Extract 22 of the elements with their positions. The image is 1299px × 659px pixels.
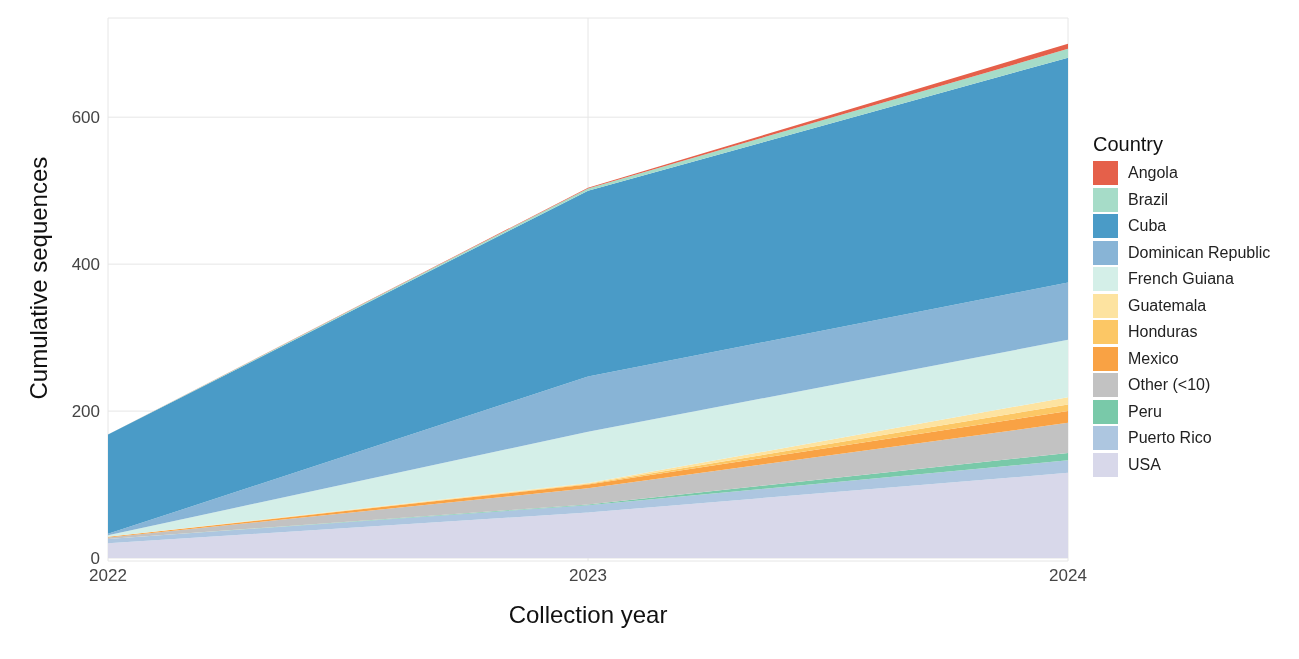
- y-tick-label: 400: [71, 255, 100, 275]
- legend-label: Brazil: [1128, 190, 1169, 209]
- legend-label: Peru: [1128, 402, 1162, 421]
- legend-label: Mexico: [1128, 349, 1179, 368]
- legend-label: Angola: [1128, 164, 1178, 183]
- legend-title: Country: [1093, 133, 1165, 156]
- legend-label: Puerto Rico: [1128, 429, 1212, 448]
- x-tick-label: 2023: [569, 566, 607, 586]
- y-tick-label: 600: [71, 108, 100, 128]
- legend-label: Cuba: [1128, 217, 1167, 236]
- y-tick-label: 0: [90, 549, 100, 569]
- legend-label: Other (<10): [1128, 376, 1211, 395]
- x-axis-title: Collection year: [508, 601, 668, 628]
- legend-label: Honduras: [1128, 323, 1198, 342]
- x-tick-label: 2022: [89, 566, 127, 586]
- legend-label: Guatemala: [1128, 296, 1207, 315]
- legend-label: USA: [1128, 455, 1161, 474]
- y-axis-title: Cumulative sequences: [24, 156, 52, 400]
- y-tick-label: 200: [71, 402, 100, 422]
- legend-label: French Guiana: [1128, 270, 1234, 289]
- legend-label: Dominican Republic: [1128, 243, 1271, 262]
- x-tick-label: 2024: [1049, 566, 1087, 586]
